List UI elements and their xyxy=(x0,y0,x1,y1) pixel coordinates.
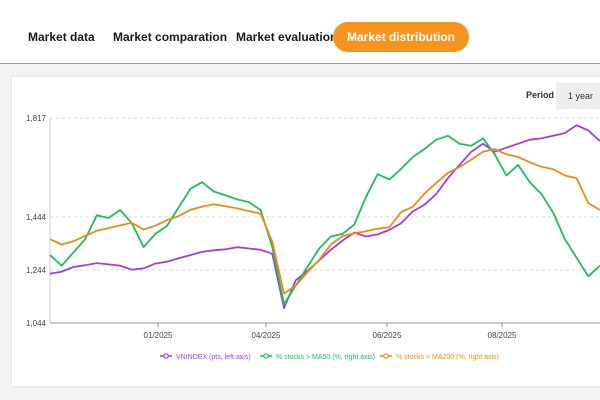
series-line-0 xyxy=(49,124,600,310)
y-tick-label: 1,244 xyxy=(26,266,47,275)
series-line-2 xyxy=(49,148,600,295)
tab-market-data[interactable]: Market data xyxy=(28,30,95,44)
y-tick-label: 1,444 xyxy=(26,213,47,222)
series-line-1 xyxy=(49,134,600,306)
y-tick-label: 1,044 xyxy=(26,319,47,328)
x-tick-label: 01/2025 xyxy=(144,331,173,340)
tab-market-distribution[interactable]: Market distribution xyxy=(333,22,470,52)
x-tick-label: 08/2025 xyxy=(488,331,517,340)
legend-label: % stocks > MA200 (%, right axis) xyxy=(396,354,499,361)
legend-label: % stocks > MA50 (%, right axis) xyxy=(276,354,375,361)
y-tick-label: 1,817 xyxy=(26,114,47,123)
top-nav: Market data Market comparation Market ev… xyxy=(0,0,600,64)
x-tick-label: 06/2025 xyxy=(373,331,402,340)
legend-label: VNINDEX (pts, left axis) xyxy=(176,354,251,361)
x-tick-label: 04/2025 xyxy=(252,331,281,340)
tab-market-comparation[interactable]: Market comparation xyxy=(113,30,228,44)
legend-marker xyxy=(163,353,169,359)
period-select[interactable]: 1 year xyxy=(556,83,600,109)
legend-marker xyxy=(383,353,389,359)
period-label: Period xyxy=(526,90,555,100)
legend-marker xyxy=(263,353,269,359)
tab-market-evaluation[interactable]: Market evaluation xyxy=(236,30,338,44)
chart-card xyxy=(12,77,600,386)
